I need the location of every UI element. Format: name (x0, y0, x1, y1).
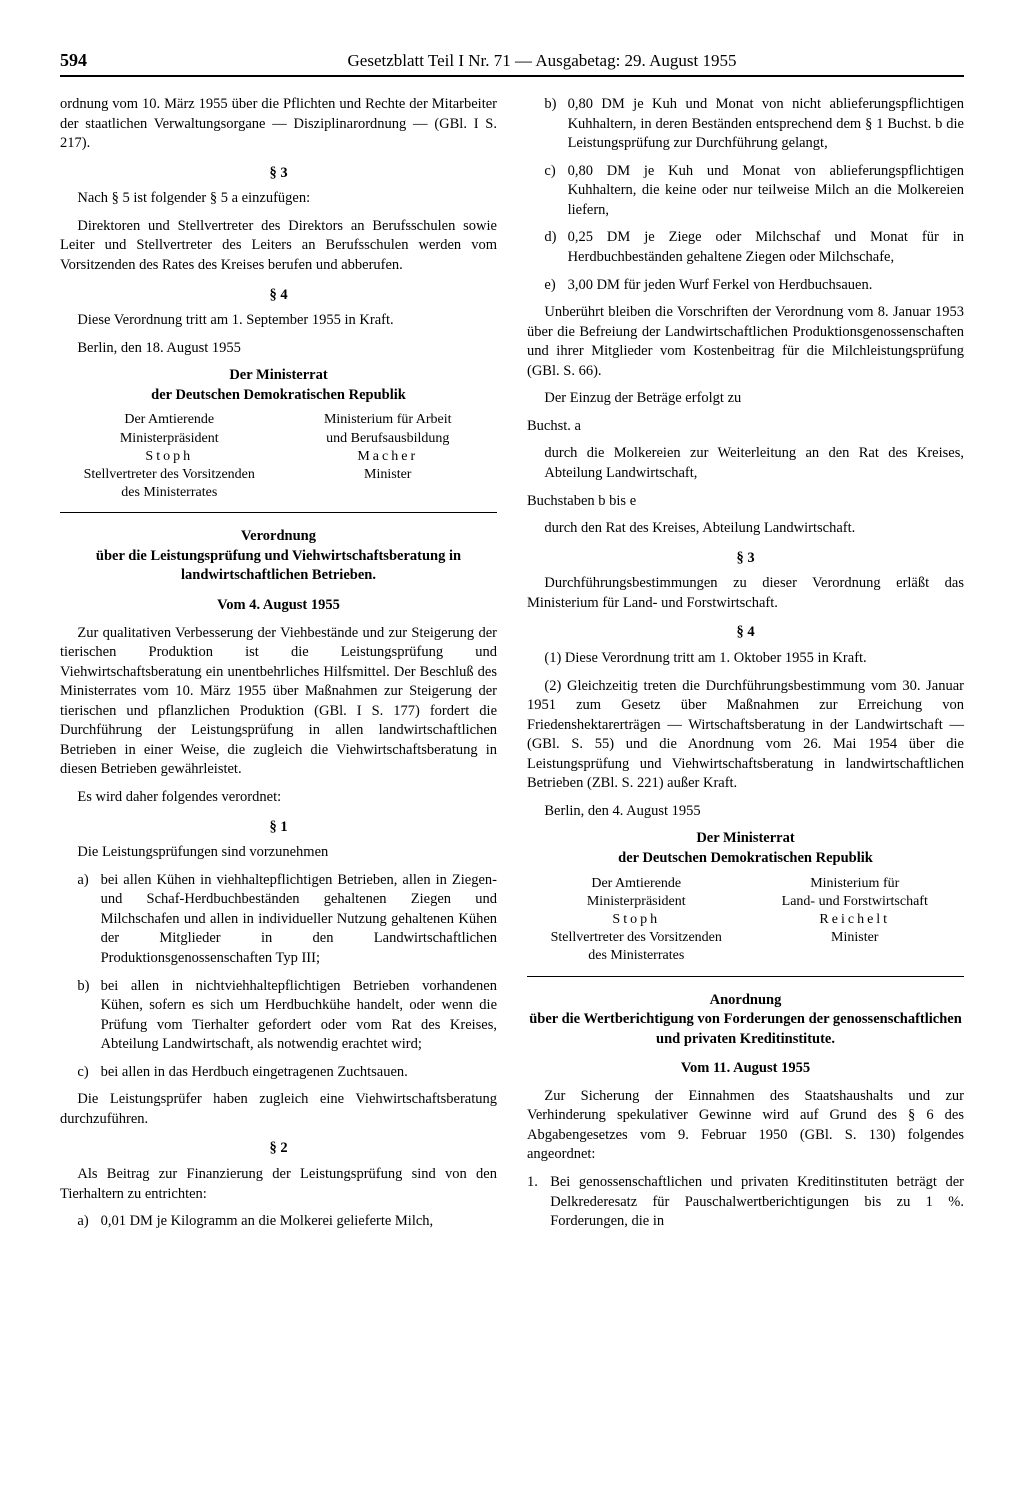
list-item: c)0,80 DM je Kuh und Monat von ablieferu… (544, 162, 964, 221)
body-text: Direktoren und Stellvertreter des Direkt… (60, 217, 497, 276)
list-item: b)0,80 DM je Kuh und Monat von nicht abl… (544, 95, 964, 154)
signature-left: Der Amtierende Ministerpräsident Stoph S… (60, 411, 279, 502)
content-columns: ordnung vom 10. März 1955 über die Pflic… (60, 95, 964, 1240)
body-text: Zur qualitativen Verbesserung der Viehbe… (60, 624, 497, 781)
signature-right: Ministerium für Land- und Forstwirtschaf… (746, 875, 965, 966)
body-text: Zur Sicherung der Einnahmen des Staatsha… (527, 1087, 964, 1165)
body-text: durch die Molkereien zur Weiterleitung a… (527, 444, 964, 483)
divider (60, 512, 497, 513)
signature-left: Der Amtierende Ministerpräsident Stoph S… (527, 875, 746, 966)
page-header: 594 Gesetzblatt Teil I Nr. 71 — Ausgabet… (60, 50, 964, 77)
right-column: b)0,80 DM je Kuh und Monat von nicht abl… (527, 95, 964, 1240)
section-heading: § 1 (60, 818, 497, 838)
body-text: Buchst. a (527, 417, 964, 437)
list-item: c)bei allen in das Herdbuch eingetragene… (77, 1063, 497, 1083)
body-text: Buchstaben b bis e (527, 492, 964, 512)
divider (527, 976, 964, 977)
body-text: (2) Gleichzeitig treten die Durchführung… (527, 677, 964, 794)
page-number: 594 (60, 50, 120, 71)
signature-title: der Deutschen Demokratischen Republik (60, 386, 497, 406)
section-heading: § 3 (527, 549, 964, 569)
body-text: Die Leistungsprüfungen sind vorzunehmen (60, 843, 497, 863)
signature-block: Der Ministerrat der Deutschen Demokratis… (60, 366, 497, 502)
section-heading: § 2 (60, 1139, 497, 1159)
signature-block: Der Ministerrat der Deutschen Demokratis… (527, 829, 964, 965)
list-item: 1.Bei genossenschaftlichen und privaten … (527, 1173, 964, 1232)
body-text: Als Beitrag zur Finanzierung der Leistun… (60, 1165, 497, 1204)
body-text: Durchführungsbestimmungen zu dieser Vero… (527, 574, 964, 613)
body-text: Der Einzug der Beträge erfolgt zu (527, 389, 964, 409)
body-text: Es wird daher folgendes verordnet: (60, 788, 497, 808)
ordinance-date: Vom 11. August 1955 (527, 1059, 964, 1079)
left-column: ordnung vom 10. März 1955 über die Pflic… (60, 95, 497, 1240)
list-item: a)0,01 DM je Kilogramm an die Molkerei g… (77, 1212, 497, 1232)
body-text: Die Leistungsprüfer haben zugleich eine … (60, 1090, 497, 1129)
list-item: e)3,00 DM für jeden Wurf Ferkel von Herd… (544, 276, 964, 296)
list-item: d)0,25 DM je Ziege oder Milchschaf und M… (544, 228, 964, 267)
signature-title: Der Ministerrat (60, 366, 497, 386)
section-heading: § 4 (60, 286, 497, 306)
section-heading: § 3 (60, 164, 497, 184)
body-text: Berlin, den 4. August 1955 (527, 802, 964, 822)
signature-right: Ministerium für Arbeit und Berufsausbild… (279, 411, 498, 502)
body-text: Diese Verordnung tritt am 1. September 1… (60, 311, 497, 331)
body-text: Unberührt bleiben die Vorschriften der V… (527, 303, 964, 381)
body-text: (1) Diese Verordnung tritt am 1. Oktober… (527, 649, 964, 669)
body-text: durch den Rat des Kreises, Abteilung Lan… (527, 519, 964, 539)
ordinance-title: Verordnung über die Leistungsprüfung und… (60, 527, 497, 586)
list-item: b)bei allen in nichtviehhaltepflichtigen… (77, 977, 497, 1055)
header-title: Gesetzblatt Teil I Nr. 71 — Ausgabetag: … (120, 51, 964, 71)
body-text: Berlin, den 18. August 1955 (60, 339, 497, 359)
ordinance-date: Vom 4. August 1955 (60, 596, 497, 616)
list-item: a)bei allen Kühen in viehhaltepflichtige… (77, 871, 497, 969)
section-heading: § 4 (527, 623, 964, 643)
signature-title: der Deutschen Demokratischen Republik (527, 849, 964, 869)
ordinance-title: Anordnung über die Wertberichtigung von … (527, 991, 964, 1050)
body-text: ordnung vom 10. März 1955 über die Pflic… (60, 95, 497, 154)
body-text: Nach § 5 ist folgender § 5 a einzufügen: (60, 189, 497, 209)
signature-title: Der Ministerrat (527, 829, 964, 849)
